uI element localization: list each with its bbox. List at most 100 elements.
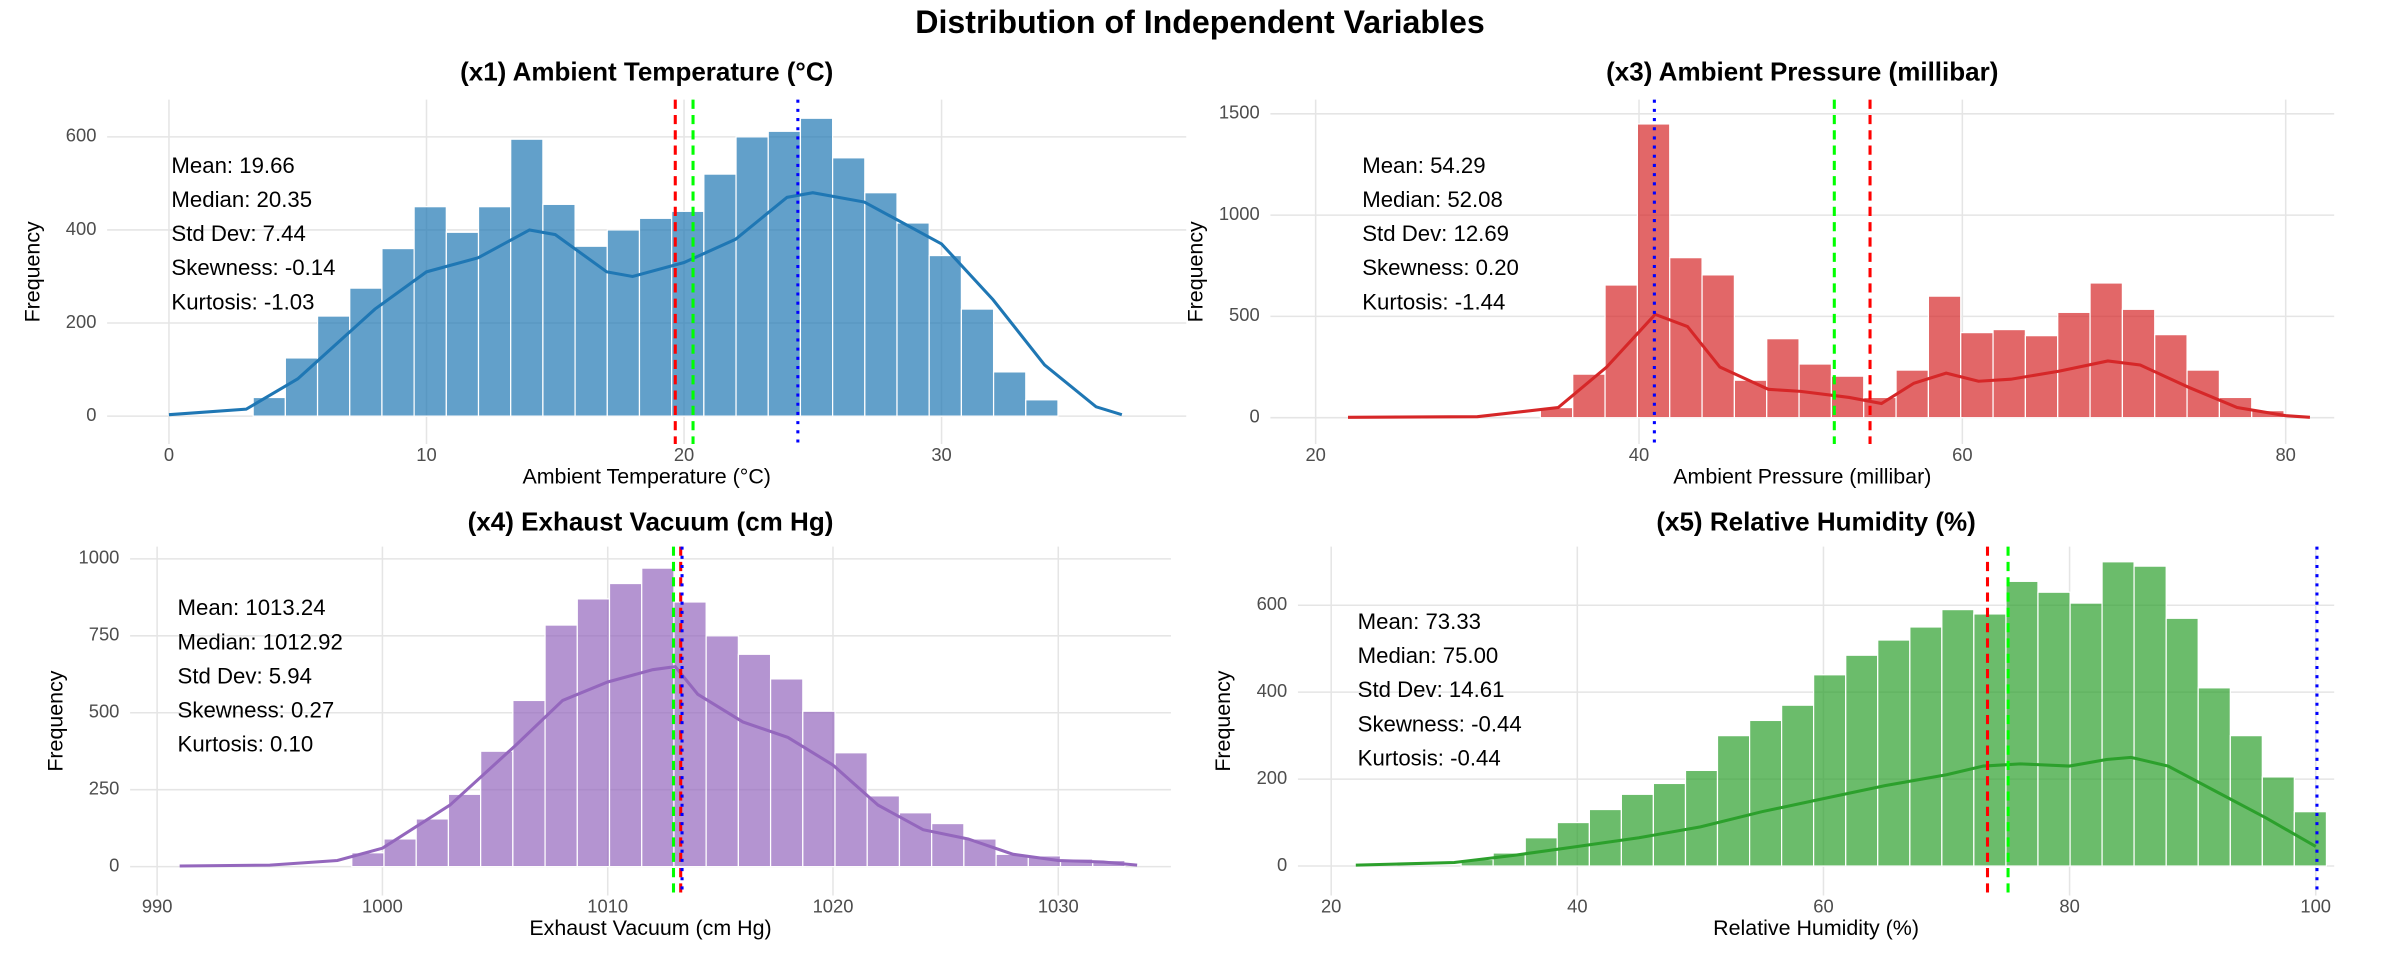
x-tick-label: 40 xyxy=(1567,896,1587,917)
stat-annotation: Skewness: -0.44 xyxy=(1358,711,1522,736)
x-tick-label: 20 xyxy=(1305,444,1325,465)
bar xyxy=(574,245,608,417)
kde-line xyxy=(179,664,1138,868)
y-tick-label: 0 xyxy=(1249,406,1259,427)
stat-annotation: Std Dev: 12.69 xyxy=(1362,221,1509,246)
y-tick-label: 500 xyxy=(89,701,120,722)
kde-line xyxy=(168,191,1123,417)
y-tick-label: 400 xyxy=(1257,680,1288,701)
bar xyxy=(316,315,351,417)
x-tick-label: 10 xyxy=(416,444,436,465)
bar xyxy=(802,710,836,868)
stat-annotation: Skewness: 0.20 xyxy=(1362,255,1519,280)
y-tick-label: 200 xyxy=(1257,767,1288,788)
x-tick-label: 1030 xyxy=(1038,896,1079,917)
x-tick-label: 60 xyxy=(1952,444,1972,465)
kde-line xyxy=(1348,312,2311,419)
y-tick-label: 1000 xyxy=(1219,203,1260,224)
bar xyxy=(480,750,514,868)
bar xyxy=(2089,282,2124,419)
x-tick-label: 100 xyxy=(2300,896,2331,917)
bar xyxy=(898,812,933,868)
bar xyxy=(705,635,739,868)
x-tick-label: 0 xyxy=(164,444,174,465)
bar xyxy=(1749,719,1783,867)
stat-annotation: Median: 52.08 xyxy=(1362,187,1503,212)
bar xyxy=(2186,369,2221,419)
bar xyxy=(673,601,707,868)
bar xyxy=(735,136,769,417)
bar xyxy=(381,247,415,417)
bar xyxy=(477,206,512,417)
bar xyxy=(641,567,675,868)
bar xyxy=(1636,123,1671,419)
bar xyxy=(799,117,834,417)
x-tick-label: 40 xyxy=(1629,444,1649,465)
panel-title: (x5) Relative Humidity (%) xyxy=(1656,506,1975,536)
bar xyxy=(767,130,802,417)
x-tick-label: 1000 xyxy=(362,896,403,917)
x-axis-label: Exhaust Vacuum (cm Hg) xyxy=(529,916,771,940)
bar xyxy=(576,598,611,868)
y-tick-label: 1000 xyxy=(79,547,120,568)
bar xyxy=(1025,399,1059,417)
bar xyxy=(510,138,544,417)
x-tick-label: 20 xyxy=(1321,896,1341,917)
stat-annotation: Mean: 73.33 xyxy=(1358,609,1481,634)
bar xyxy=(544,624,578,868)
stat-annotation: Mean: 54.29 xyxy=(1362,153,1485,178)
bar xyxy=(864,192,898,417)
bar xyxy=(2005,580,2039,867)
panel-title: (x1) Ambient Temperature (°C) xyxy=(460,56,833,86)
kde-line xyxy=(1355,755,2317,867)
bar xyxy=(1960,331,1994,419)
stat-annotation: Std Dev: 14.61 xyxy=(1358,677,1505,702)
y-tick-label: 250 xyxy=(89,778,120,799)
stat-annotation: Kurtosis: -1.03 xyxy=(171,289,314,314)
bar xyxy=(2197,687,2231,867)
bar xyxy=(1588,808,1622,867)
y-tick-label: 1500 xyxy=(1219,102,1260,123)
x-tick-label: 1020 xyxy=(813,896,854,917)
x-tick-label: 80 xyxy=(2275,444,2295,465)
x-tick-label: 1010 xyxy=(587,896,628,917)
y-tick-label: 500 xyxy=(1229,304,1260,325)
bar xyxy=(737,653,772,868)
bar xyxy=(2154,334,2188,419)
bar xyxy=(2101,561,2135,867)
y-tick-label: 600 xyxy=(1257,593,1288,614)
bar xyxy=(1877,639,1911,867)
bar xyxy=(252,396,286,417)
bar xyxy=(638,217,673,417)
x-axis-label: Ambient Pressure (millibar) xyxy=(1673,464,1931,488)
x-tick-label: 20 xyxy=(674,444,694,465)
bar xyxy=(1781,704,1815,867)
y-axis-label: Frequency xyxy=(1184,221,1208,322)
y-tick-label: 0 xyxy=(1277,854,1287,875)
stat-annotation: Median: 75.00 xyxy=(1358,643,1499,668)
y-axis-label: Frequency xyxy=(1211,670,1235,771)
stat-annotation: Mean: 19.66 xyxy=(171,153,294,178)
bar xyxy=(447,793,482,868)
main-title: Distribution of Independent Variables xyxy=(915,4,1484,40)
stat-annotation: Median: 20.35 xyxy=(171,187,312,212)
y-tick-label: 600 xyxy=(66,125,97,146)
y-axis-label: Frequency xyxy=(20,221,44,322)
x-tick-label: 80 xyxy=(2059,896,2079,917)
bar xyxy=(896,222,930,417)
bar xyxy=(1973,613,2007,867)
y-tick-label: 200 xyxy=(66,311,97,332)
bar xyxy=(1845,654,1879,867)
bar xyxy=(1684,769,1719,867)
bar xyxy=(415,818,450,868)
x-tick-label: 30 xyxy=(931,444,951,465)
panel: (x3) Ambient Pressure (millibar) 0 500 1000… xyxy=(1184,56,2335,488)
stat-annotation: Mean: 1013.24 xyxy=(178,595,326,620)
bar xyxy=(608,582,643,868)
x-tick-label: 990 xyxy=(142,896,173,917)
bar xyxy=(931,822,965,868)
bar xyxy=(2069,602,2103,867)
bar xyxy=(832,157,866,417)
